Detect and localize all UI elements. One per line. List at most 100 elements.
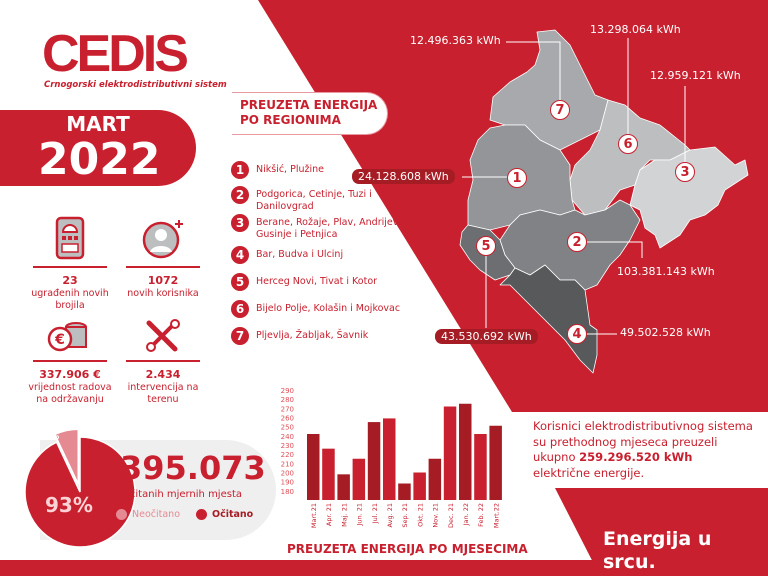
region-item: 2 Podgorica, Cetinje, Tuzi i Danilovgrad xyxy=(231,186,386,213)
x-tick-label: Jun. 21 xyxy=(356,503,364,527)
tools-icon xyxy=(118,318,208,354)
legend-unread: Neočitano xyxy=(116,509,180,521)
kwh-region-3: 12.959.121 kWh xyxy=(650,69,741,82)
y-tick-label: 210 xyxy=(281,460,294,468)
stat-label: vrijednost radova na održavanju xyxy=(28,381,112,406)
bar-Okt21 xyxy=(413,472,426,500)
pie-label-read: 93% xyxy=(45,493,93,517)
period-month: MART xyxy=(66,112,130,136)
legend-read: Očitano xyxy=(196,509,253,521)
y-tick-label: 190 xyxy=(281,479,294,487)
period-year: 2022 xyxy=(38,134,161,185)
x-tick-label: Nov. 21 xyxy=(432,503,440,528)
map-marker-1: 1 xyxy=(507,168,527,188)
new-user-icon xyxy=(118,215,208,260)
bar-Nov21 xyxy=(428,458,442,500)
bar-Feb22 xyxy=(474,434,487,500)
bar-Jun21 xyxy=(352,458,366,500)
legend-dot-icon xyxy=(116,509,127,521)
x-tick-label: Sep. 21 xyxy=(401,503,409,528)
stat-label: novih korisnika xyxy=(127,287,199,299)
readings-pie-chart xyxy=(24,428,136,548)
readings-label: Očitanih mjernih mjesta xyxy=(122,489,242,500)
stat-value: 2.434 xyxy=(145,367,181,381)
map-marker-6: 6 xyxy=(618,134,638,154)
stat-label: ugrađenih novih brojila xyxy=(31,287,109,312)
region-item: 1 Nikšić, Plužine xyxy=(231,161,324,179)
region-item: 4 Bar, Budva i Ulcinj xyxy=(231,246,343,264)
region-item: 5 Herceg Novi, Tivat i Kotor xyxy=(231,273,377,291)
legend-dot-icon xyxy=(196,509,207,521)
stat-interventions: 2.434 intervencija na terenu xyxy=(118,318,208,406)
pie-slice-Očitano xyxy=(24,436,136,548)
y-tick-label: 270 xyxy=(281,405,294,413)
bar-Mart22 xyxy=(489,425,502,500)
x-tick-label: Mart.21 xyxy=(310,503,318,528)
leader-lines xyxy=(462,38,686,335)
y-tick-label: 180 xyxy=(281,488,294,496)
x-tick-label: Maj. 21 xyxy=(340,503,348,527)
region-item: 7 Pljevlja, Žabljak, Šavnik xyxy=(231,327,368,345)
bar-Apr21 xyxy=(322,448,335,500)
stat-meters: 23 ugrađenih novih brojila xyxy=(25,215,115,312)
period-badge: MART 2022 xyxy=(0,110,196,186)
x-tick-label: Feb. 22 xyxy=(477,503,485,527)
bar-Jan22 xyxy=(459,403,472,500)
x-tick-label: Jan. 22 xyxy=(462,503,470,526)
x-tick-label: Okt. 21 xyxy=(416,503,424,527)
map-marker-7: 7 xyxy=(550,100,570,120)
stat-value: 1072 xyxy=(147,273,179,287)
map-region-4 xyxy=(499,264,598,374)
coins-euro-icon: € xyxy=(25,318,115,354)
x-tick-label: Jul. 21 xyxy=(371,503,379,524)
pie-slice-Neočitano xyxy=(53,428,80,485)
y-tick-label: 280 xyxy=(281,396,294,404)
bar-Avg21 xyxy=(383,418,396,500)
region-item: 3 Berane, Rožaje, Plav, Andrijevica, Gusi… xyxy=(231,214,448,241)
y-tick-label: 260 xyxy=(281,415,294,423)
kwh-region-1: 24.128.608 kWh xyxy=(352,169,455,185)
map-marker-4: 4 xyxy=(567,324,587,344)
x-tick-label: Avg. 21 xyxy=(386,503,394,527)
electric-meter-icon xyxy=(25,215,115,260)
bar-Jul21 xyxy=(367,422,381,500)
svg-text:€: € xyxy=(54,332,65,348)
kwh-region-4: 49.502.528 kWh xyxy=(620,326,711,339)
bar-Sep21 xyxy=(398,483,411,500)
kwh-region-5: 43.530.692 kWh xyxy=(435,329,538,345)
summary-total: 259.296.520 kWh xyxy=(579,450,693,465)
y-tick-label: 230 xyxy=(281,442,294,450)
y-tick-label: 290 xyxy=(281,387,294,395)
logo-subtitle: Crnogorski elektrodistributivni sistem xyxy=(44,80,227,90)
regions-heading: PREUZETA ENERGIJA PO REGIONIMA xyxy=(232,92,388,135)
kwh-region-2: 103.381.143 kWh xyxy=(617,265,715,278)
pie-label-unread: 7% xyxy=(44,432,60,442)
y-tick-label: 240 xyxy=(281,433,294,441)
stat-label: intervencija na terenu xyxy=(127,381,199,406)
x-tick-label: Dec. 21 xyxy=(447,503,455,528)
region-item: 6 Bijelo Polje, Kolašin i Mojkovac xyxy=(231,300,400,318)
y-tick-label: 200 xyxy=(281,470,294,478)
y-tick-label: 250 xyxy=(281,424,294,432)
slogan: Energija u srcu. xyxy=(603,528,712,573)
cedis-logo: CEDIS xyxy=(42,25,189,83)
y-tick-label: 220 xyxy=(281,451,294,459)
kwh-region-6: 13.298.064 kWh xyxy=(590,23,681,36)
map-marker-5: 5 xyxy=(476,236,496,256)
x-tick-label: Apr. 21 xyxy=(325,503,333,526)
map-marker-3: 3 xyxy=(675,162,695,182)
stat-users: 1072 novih korisnika xyxy=(118,215,208,300)
bar-Mart21 xyxy=(307,434,320,500)
stat-value: 23 xyxy=(62,273,78,287)
stat-value: 337.906 € xyxy=(39,367,101,381)
chart-title: PREUZETA ENERGIJA PO MJESECIMA xyxy=(287,542,528,556)
bar-Dec21 xyxy=(443,406,457,500)
map-marker-2: 2 xyxy=(567,232,587,252)
stat-maintenance: € 337.906 € vrijednost radova na održava… xyxy=(25,318,115,406)
region-map xyxy=(459,29,749,374)
bar-Maj21 xyxy=(337,474,350,500)
kwh-region-7: 12.496.363 kWh xyxy=(410,34,501,47)
readings-total: 395.073 xyxy=(120,449,266,487)
map-region-3 xyxy=(629,146,749,249)
